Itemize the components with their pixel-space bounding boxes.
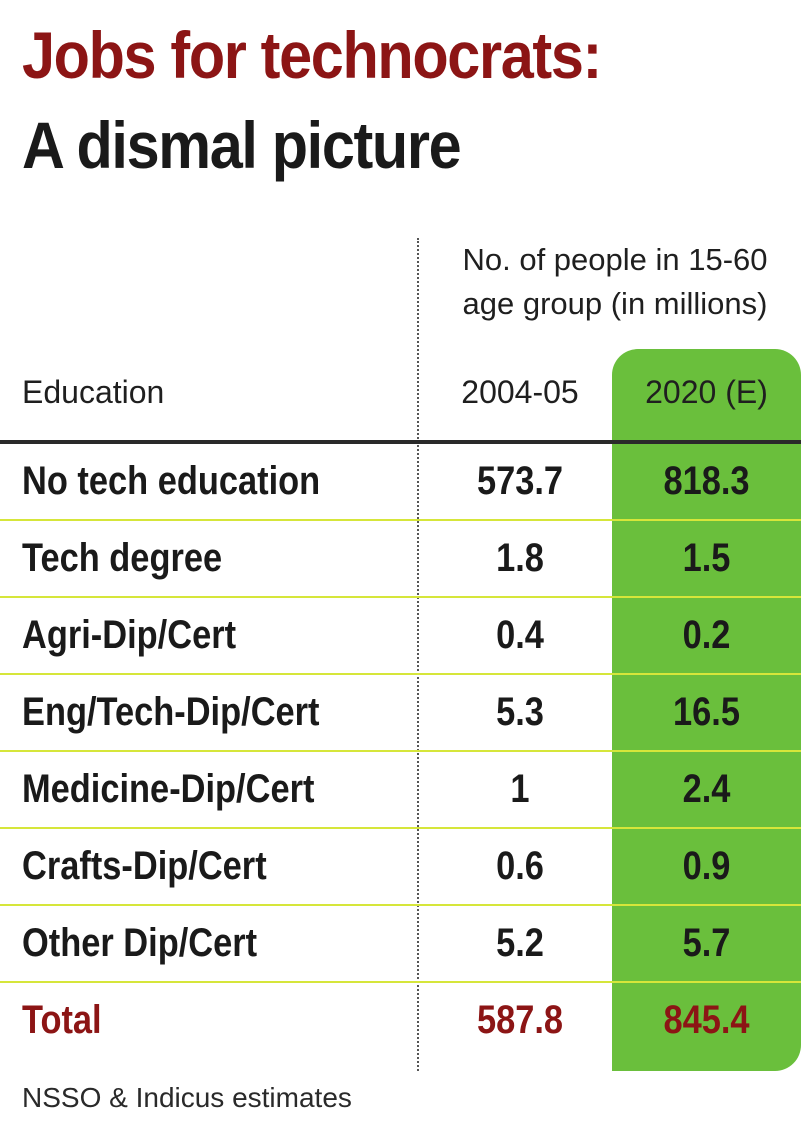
column-note-line-2: age group (in millions) xyxy=(462,286,768,321)
value-2004-05: 5.2 xyxy=(496,921,544,965)
value-2020-e: 1.5 xyxy=(682,536,731,580)
table-row: Medicine-Dip/Cert 1 2.4 xyxy=(0,752,801,829)
chart-title-line-1: Jobs for technocrats: xyxy=(22,18,602,92)
chart-title-line-2: A dismal picture xyxy=(22,108,462,182)
header-education: Education xyxy=(22,374,165,410)
column-note-line-1: No. of people in 15-60 xyxy=(462,242,768,277)
source-note: NSSO & Indicus estimates xyxy=(22,1082,352,1113)
header-2004-05: 2004-05 xyxy=(461,374,579,410)
table-row-total: Total 587.8 845.4 xyxy=(0,983,801,1060)
row-label: Medicine-Dip/Cert xyxy=(22,767,315,811)
value-2020-e: 0.2 xyxy=(682,613,731,657)
row-label: Eng/Tech-Dip/Cert xyxy=(22,690,320,734)
value-2004-05: 1 xyxy=(510,767,530,811)
value-2004-05: 0.6 xyxy=(496,844,544,888)
table-row: Eng/Tech-Dip/Cert 5.3 16.5 xyxy=(0,675,801,752)
table-row: Tech degree 1.8 1.5 xyxy=(0,521,801,598)
value-2020-e: 845.4 xyxy=(663,998,750,1042)
column-group-note: No. of people in 15-60 age group (in mil… xyxy=(430,238,800,326)
row-label: No tech education xyxy=(22,459,321,503)
value-2020-e: 16.5 xyxy=(673,690,740,734)
header-rule xyxy=(0,440,801,444)
row-label: Crafts-Dip/Cert xyxy=(22,844,267,888)
header-2020-e: 2020 (E) xyxy=(645,374,768,410)
table-row: No tech education 573.7 818.3 xyxy=(0,444,801,521)
value-2004-05: 5.3 xyxy=(496,690,544,734)
row-label: Total xyxy=(22,998,102,1042)
table-row: Agri-Dip/Cert 0.4 0.2 xyxy=(0,598,801,675)
value-2004-05: 0.4 xyxy=(496,613,544,657)
highlight-column-2020 xyxy=(612,349,801,1071)
value-2004-05: 573.7 xyxy=(476,459,564,503)
value-2020-e: 0.9 xyxy=(682,844,731,888)
value-2020-e: 5.7 xyxy=(682,921,731,965)
row-label: Other Dip/Cert xyxy=(22,921,258,965)
dotted-column-divider xyxy=(417,238,419,1071)
table-row: Crafts-Dip/Cert 0.6 0.9 xyxy=(0,829,801,906)
value-2020-e: 2.4 xyxy=(682,767,731,811)
row-label: Agri-Dip/Cert xyxy=(22,613,237,657)
table-row: Other Dip/Cert 5.2 5.7 xyxy=(0,906,801,983)
row-label: Tech degree xyxy=(22,536,223,580)
value-2004-05: 1.8 xyxy=(496,536,544,580)
value-2020-e: 818.3 xyxy=(663,459,750,503)
value-2004-05: 587.8 xyxy=(476,998,564,1042)
table-body: No tech education 573.7 818.3 Tech degree 1.… xyxy=(0,444,801,1060)
